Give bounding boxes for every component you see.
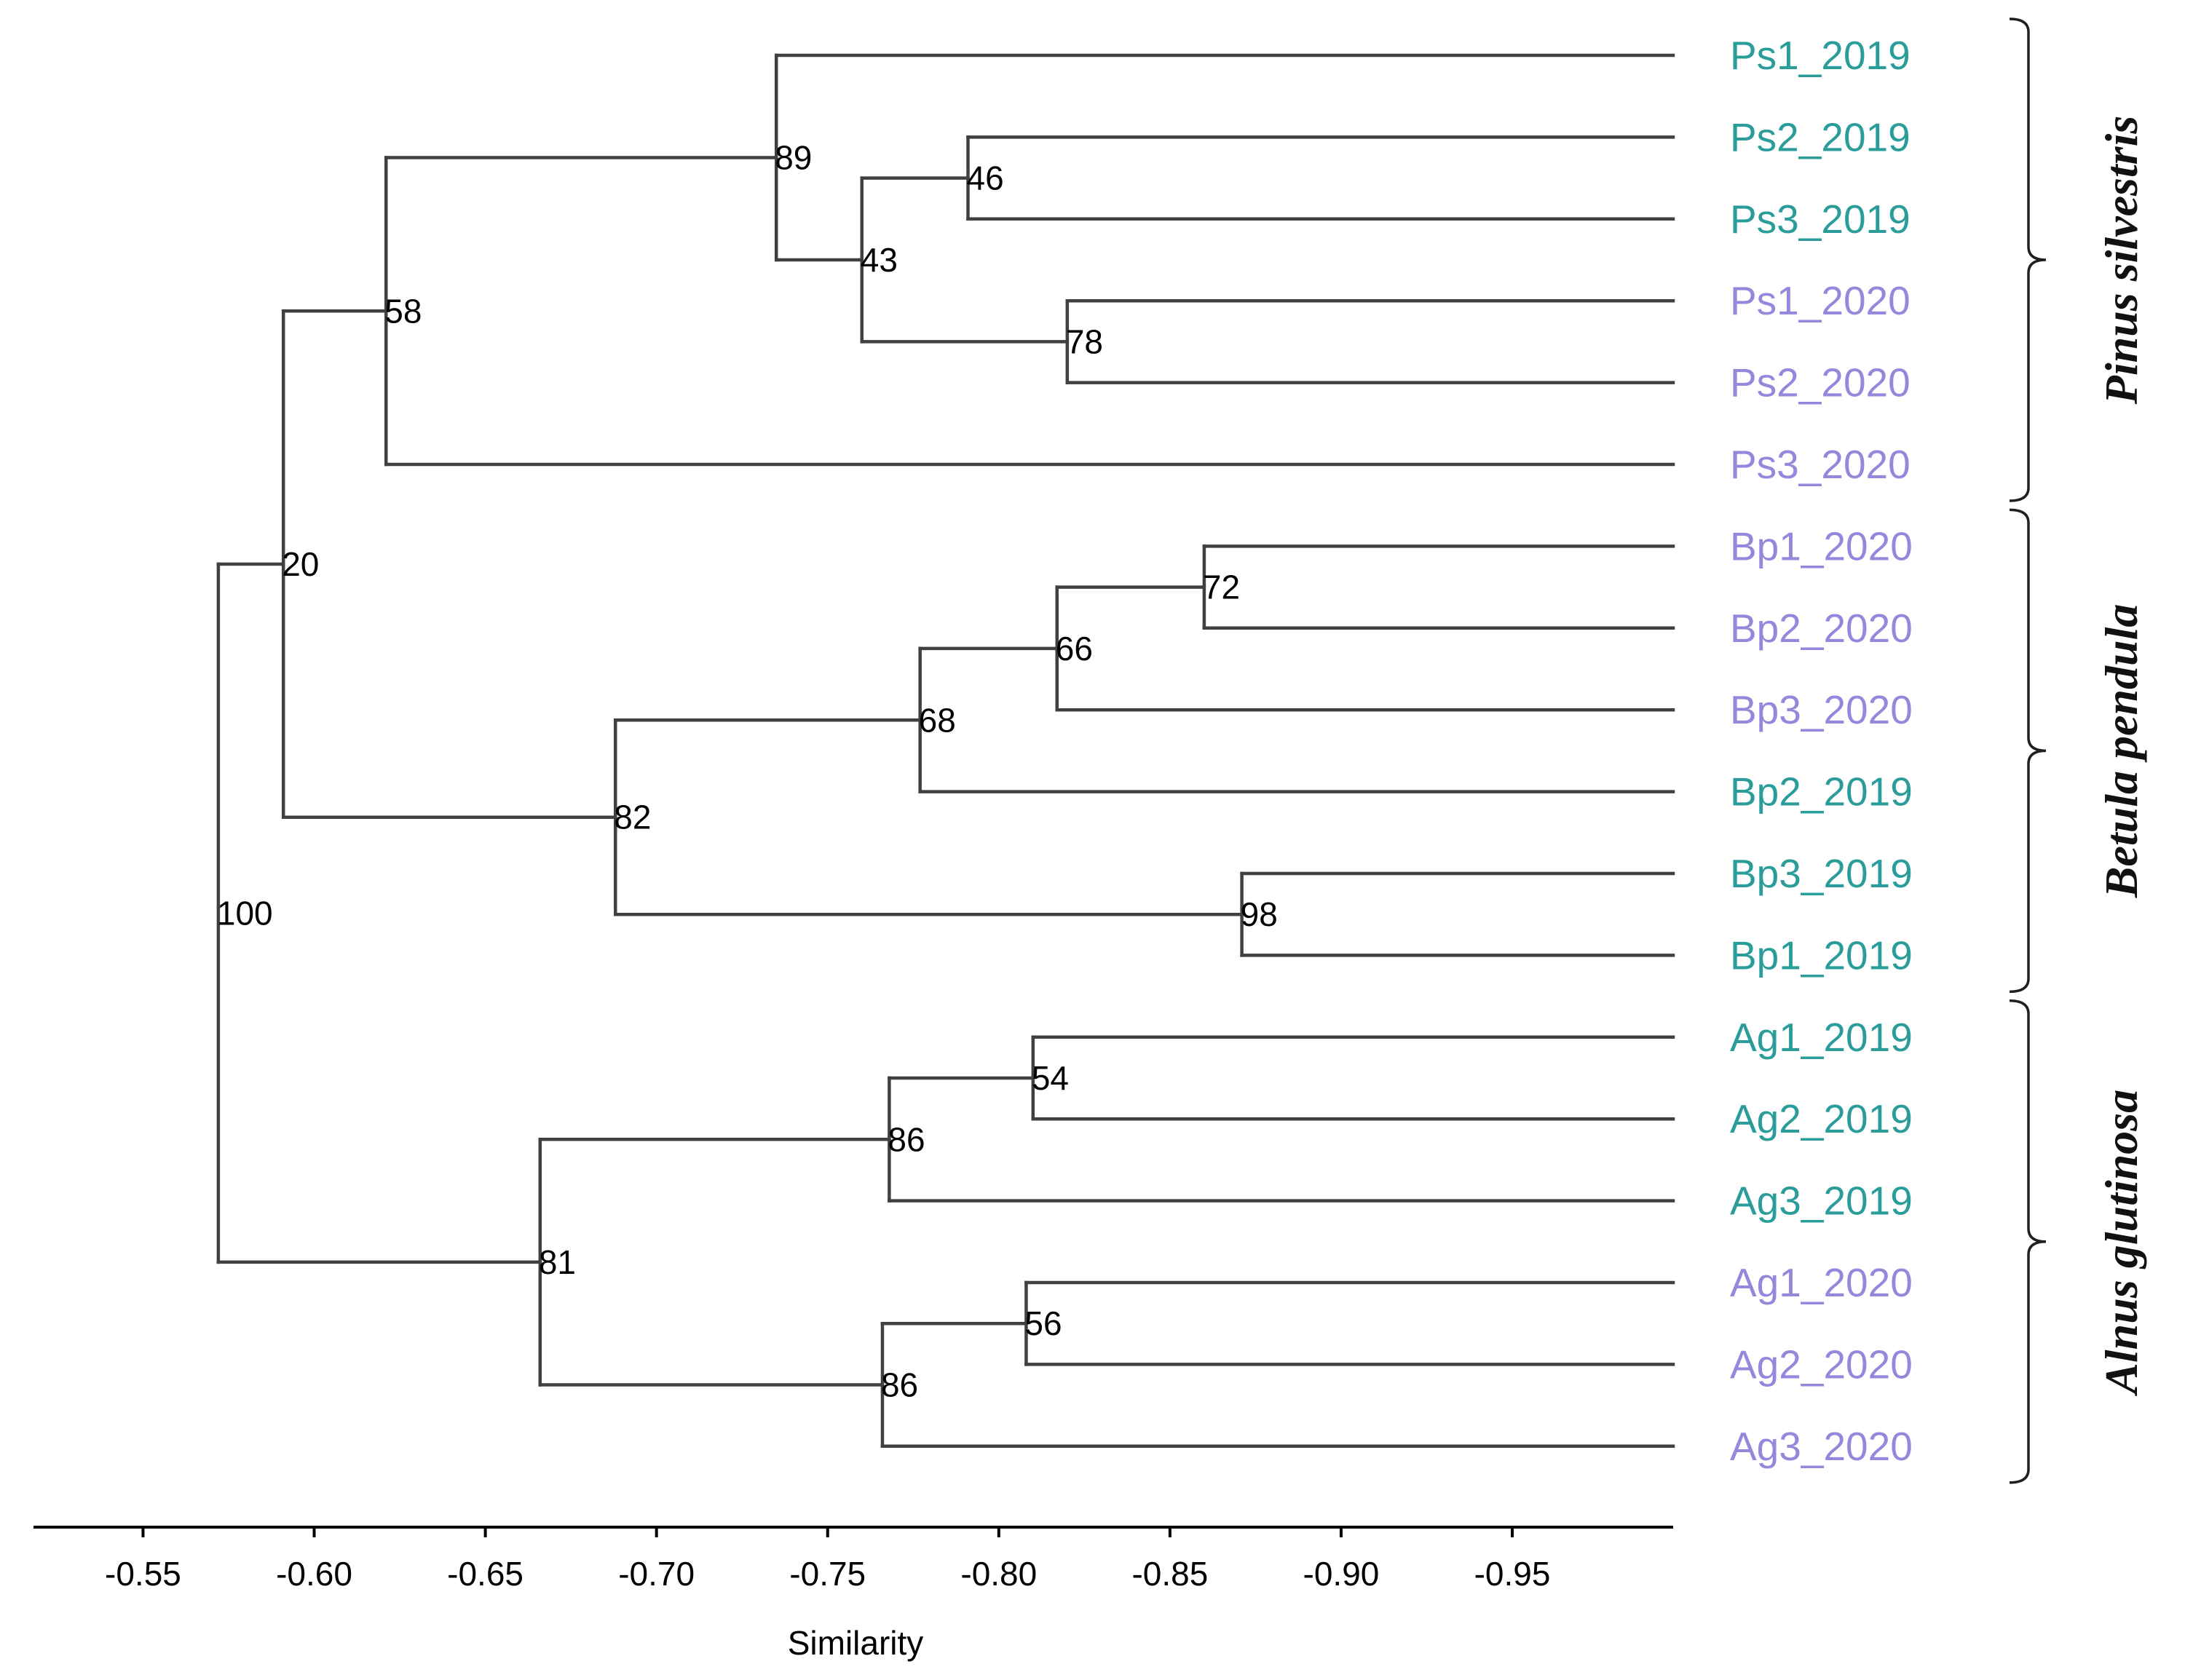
x-tick-label--0-60: -0.60: [276, 1555, 352, 1593]
bracket-alnus-glutinosa: [2009, 999, 2047, 1484]
leaf-label-ag1-2020: Ag1_2020: [1730, 1260, 1913, 1305]
leaf-label-bp3-2019: Bp3_2019: [1730, 851, 1913, 896]
leaf-label-ag3-2019: Ag3_2019: [1730, 1178, 1913, 1224]
leaf-label-ps3-2020: Ps3_2020: [1730, 442, 1911, 487]
leaf-label-ag2-2019: Ag2_2019: [1730, 1096, 1913, 1141]
support-label-n86b: 86: [881, 1366, 918, 1404]
leaf-label-bp3-2020: Bp3_2020: [1730, 687, 1913, 732]
leaf-label-ps3-2019: Ps3_2019: [1730, 197, 1911, 242]
leaf-label-ag1-2019: Ag1_2019: [1730, 1015, 1913, 1060]
x-axis: -0.55 -0.60 -0.65 -0.70 -0.75 -0.80 -0.85 -0.90…: [33, 1526, 1673, 1593]
support-label-n58: 58: [384, 292, 422, 330]
leaf-label-bp2-2020: Bp2_2020: [1730, 606, 1913, 651]
support-label-n72: 72: [1203, 568, 1240, 606]
leaf-label-bp1-2020: Bp1_2020: [1730, 523, 1913, 568]
node-support-labels: 46 78 43 89 58 72 66 68 98 82 20 54 86 56 86 81 100: [217, 139, 1278, 1404]
support-label-n68: 68: [919, 701, 956, 739]
leaf-label-ps1-2020: Ps1_2020: [1730, 278, 1911, 323]
leaf-label-ps2-2020: Ps2_2020: [1730, 360, 1911, 405]
group-label-betula-pendula: Betula pendula: [2095, 604, 2147, 899]
support-label-n43: 43: [861, 241, 898, 279]
support-label-n86a: 86: [888, 1120, 925, 1158]
support-label-n82: 82: [614, 799, 651, 836]
group-label-pinus-silvestris: Pinus silvestris: [2095, 116, 2147, 405]
x-tick-label--0-80: -0.80: [960, 1555, 1037, 1593]
x-tick-label--0-95: -0.95: [1474, 1555, 1551, 1593]
bracket-betula-pendula: [2009, 508, 2047, 994]
group-brackets: Pinus silvestris Betula pendula Alnus glut…: [2009, 17, 2147, 1484]
x-axis-title: Similarity: [788, 1624, 924, 1662]
support-label-n98: 98: [1241, 895, 1278, 933]
support-label-n56: 56: [1024, 1304, 1062, 1342]
leaf-label-bp2-2019: Bp2_2019: [1730, 769, 1913, 815]
x-tick-label--0-90: -0.90: [1303, 1555, 1380, 1593]
support-label-n66: 66: [1056, 630, 1093, 667]
bracket-pinus-silvestris: [2009, 17, 2047, 502]
support-label-n54: 54: [1032, 1059, 1069, 1097]
x-tick-label--0-70: -0.70: [618, 1555, 695, 1593]
support-label-n100: 100: [217, 894, 273, 932]
leaf-label-ag2-2020: Ag2_2020: [1730, 1342, 1913, 1387]
dendrogram-tree: [216, 53, 1675, 1449]
x-tick-label--0-85: -0.85: [1131, 1555, 1208, 1593]
support-label-n81: 81: [539, 1243, 576, 1281]
leaf-label-ps1-2019: Ps1_2019: [1730, 33, 1911, 78]
x-tick-label--0-65: -0.65: [447, 1555, 523, 1593]
support-label-n78: 78: [1066, 322, 1103, 360]
leaf-label-ps2-2019: Ps2_2019: [1730, 114, 1911, 159]
leaf-label-ag3-2020: Ag3_2020: [1730, 1424, 1913, 1469]
leaf-labels: Ps1_2019 Ps2_2019 Ps3_2019 Ps1_2020 Ps2_2020…: [1730, 33, 1913, 1469]
support-label-n46: 46: [966, 159, 1003, 197]
x-tick-label--0-55: -0.55: [105, 1555, 181, 1593]
support-label-n89: 89: [775, 139, 812, 177]
leaf-label-bp1-2019: Bp1_2019: [1730, 932, 1913, 978]
group-label-alnus-glutinosa: Alnus glutinosa: [2095, 1090, 2147, 1397]
support-label-n20: 20: [282, 545, 319, 583]
x-tick-label--0-75: -0.75: [789, 1555, 866, 1593]
